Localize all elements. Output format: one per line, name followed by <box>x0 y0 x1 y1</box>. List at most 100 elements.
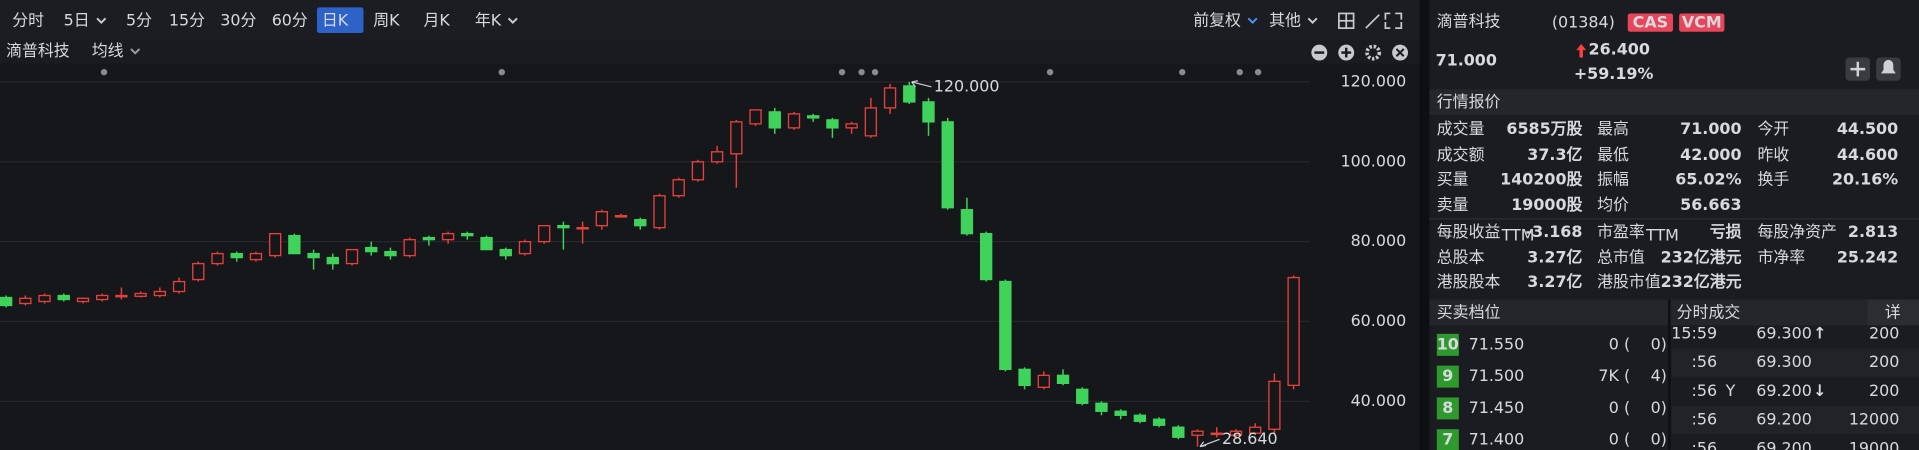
tag-bg <box>1627 13 1674 32</box>
candle-body <box>307 252 320 259</box>
section-title: 买卖档位 <box>1437 303 1501 322</box>
divider <box>1419 0 1430 450</box>
stat-value: 3.27亿 <box>1527 272 1582 291</box>
stat-value: 65.02% <box>1675 169 1741 188</box>
candle-body <box>1268 380 1281 430</box>
plot: 40.000 60.000 80.000 100.000 120.000 120.000 2… <box>0 71 1407 448</box>
candle-body <box>999 280 1012 371</box>
stat-value: 亏损 <box>1710 222 1742 241</box>
order-count: 0) <box>1651 334 1667 353</box>
candle-body <box>730 121 743 155</box>
stat-value: 44.600 <box>1837 145 1898 164</box>
other-menu[interactable]: 其他 <box>1269 10 1301 29</box>
period-tab[interactable]: 5分 <box>126 10 152 29</box>
stat-label-sub: TTM <box>1501 226 1535 245</box>
candle-body <box>403 238 416 257</box>
section-bg <box>1429 299 1919 326</box>
annotation-label: 28.640 <box>1222 429 1278 448</box>
indicator-menu[interactable]: 均线 <box>92 41 124 60</box>
dropdown-caret[interactable] <box>130 48 141 55</box>
stat-label: 成交额 <box>1437 145 1485 164</box>
adjust-menu[interactable]: 前复权 <box>1193 10 1241 29</box>
candle-body <box>422 236 436 241</box>
order-price: 71.500 <box>1469 366 1525 385</box>
toolbar-icons[interactable] <box>1338 12 1403 29</box>
candle-body <box>826 119 839 129</box>
level: 8 <box>1442 398 1453 417</box>
candle-body <box>537 224 551 243</box>
dropdown-caret[interactable] <box>1307 17 1318 25</box>
order-price: 71.400 <box>1469 430 1525 449</box>
stat-label: 成交量 <box>1437 119 1485 138</box>
period-tab[interactable]: 日K <box>322 10 349 29</box>
stat-label: 买量 <box>1437 169 1469 188</box>
level-badge <box>1436 397 1459 420</box>
chart-header-bg <box>0 39 1420 64</box>
candle-body <box>96 294 109 301</box>
candle-body <box>691 161 705 181</box>
candle-body <box>57 294 70 301</box>
trade-price: 69.200 <box>1756 410 1812 429</box>
y-tick-label: 60.000 <box>1351 311 1407 330</box>
candle-body <box>768 111 781 129</box>
stat-value: 6585万股 <box>1506 119 1582 138</box>
side-buttons[interactable] <box>1845 57 1901 81</box>
period-tab[interactable]: 15分 <box>169 10 205 29</box>
trade-time: :56 <box>1691 438 1717 450</box>
candle-body <box>595 211 609 227</box>
candle-body <box>288 234 301 255</box>
stat-label: 最高 <box>1597 119 1629 138</box>
period-tab[interactable]: 分时 <box>12 10 44 29</box>
period-tab[interactable]: 60分 <box>272 10 308 29</box>
candle-body <box>19 297 32 305</box>
detail-bg[interactable] <box>1867 299 1919 326</box>
trade-volume: 200 <box>1869 323 1899 342</box>
row-bg <box>1671 405 1919 435</box>
order-volume: 0 ( <box>1609 334 1630 353</box>
candle-body <box>1133 414 1147 422</box>
trade-volume: 200 <box>1869 381 1899 400</box>
stat-value: 232亿港元 <box>1661 272 1742 291</box>
candle-body <box>0 296 13 307</box>
candle-body <box>230 252 243 259</box>
order-count: 0) <box>1651 398 1667 417</box>
dropdown-caret[interactable] <box>507 17 518 25</box>
period-tab[interactable]: 月K <box>423 10 450 29</box>
price-change: 26.400 <box>1589 40 1650 59</box>
period-tab[interactable]: 周K <box>373 10 400 29</box>
candle-body <box>268 232 282 257</box>
stat-label: 每股收益 <box>1437 222 1501 241</box>
candle-body <box>345 248 359 265</box>
trade-price: 69.200 <box>1756 438 1812 450</box>
stat-value: 2.813 <box>1848 222 1898 241</box>
level-badge <box>1436 333 1459 356</box>
stat-value: 42.000 <box>1680 145 1741 164</box>
stat-label: 港股市值 <box>1597 272 1661 291</box>
chart-icons[interactable] <box>1311 44 1409 61</box>
candle-body <box>1018 368 1031 387</box>
candle-body <box>192 262 205 281</box>
dropdown-caret[interactable] <box>96 17 107 25</box>
candle-body <box>38 294 51 303</box>
y-tick-label: 40.000 <box>1351 391 1407 410</box>
stat-value: 20.16% <box>1832 169 1898 188</box>
period-tab[interactable]: 年K <box>475 10 502 29</box>
candle-body <box>903 85 916 103</box>
candle-body <box>710 151 724 163</box>
period-tab[interactable]: 30分 <box>220 10 256 29</box>
candle-body <box>634 218 647 227</box>
period-tab[interactable]: 5日 <box>64 10 90 29</box>
stat-label: 总市值 <box>1597 248 1645 267</box>
annotation-arrow <box>1199 438 1220 448</box>
candle-body <box>76 297 90 303</box>
detail-button[interactable]: 详 <box>1885 303 1901 322</box>
stat-value: 232亿港元 <box>1661 248 1742 267</box>
trade-direction: ↑ <box>1813 323 1826 342</box>
stat-value: 140200股 <box>1500 169 1582 188</box>
candle-body <box>1095 402 1108 412</box>
candle-body <box>461 232 474 237</box>
period-active-bg[interactable] <box>316 7 364 34</box>
level: 9 <box>1442 366 1453 385</box>
dropdown-caret[interactable] <box>1247 17 1258 25</box>
stat-label: 振幅 <box>1597 169 1629 188</box>
